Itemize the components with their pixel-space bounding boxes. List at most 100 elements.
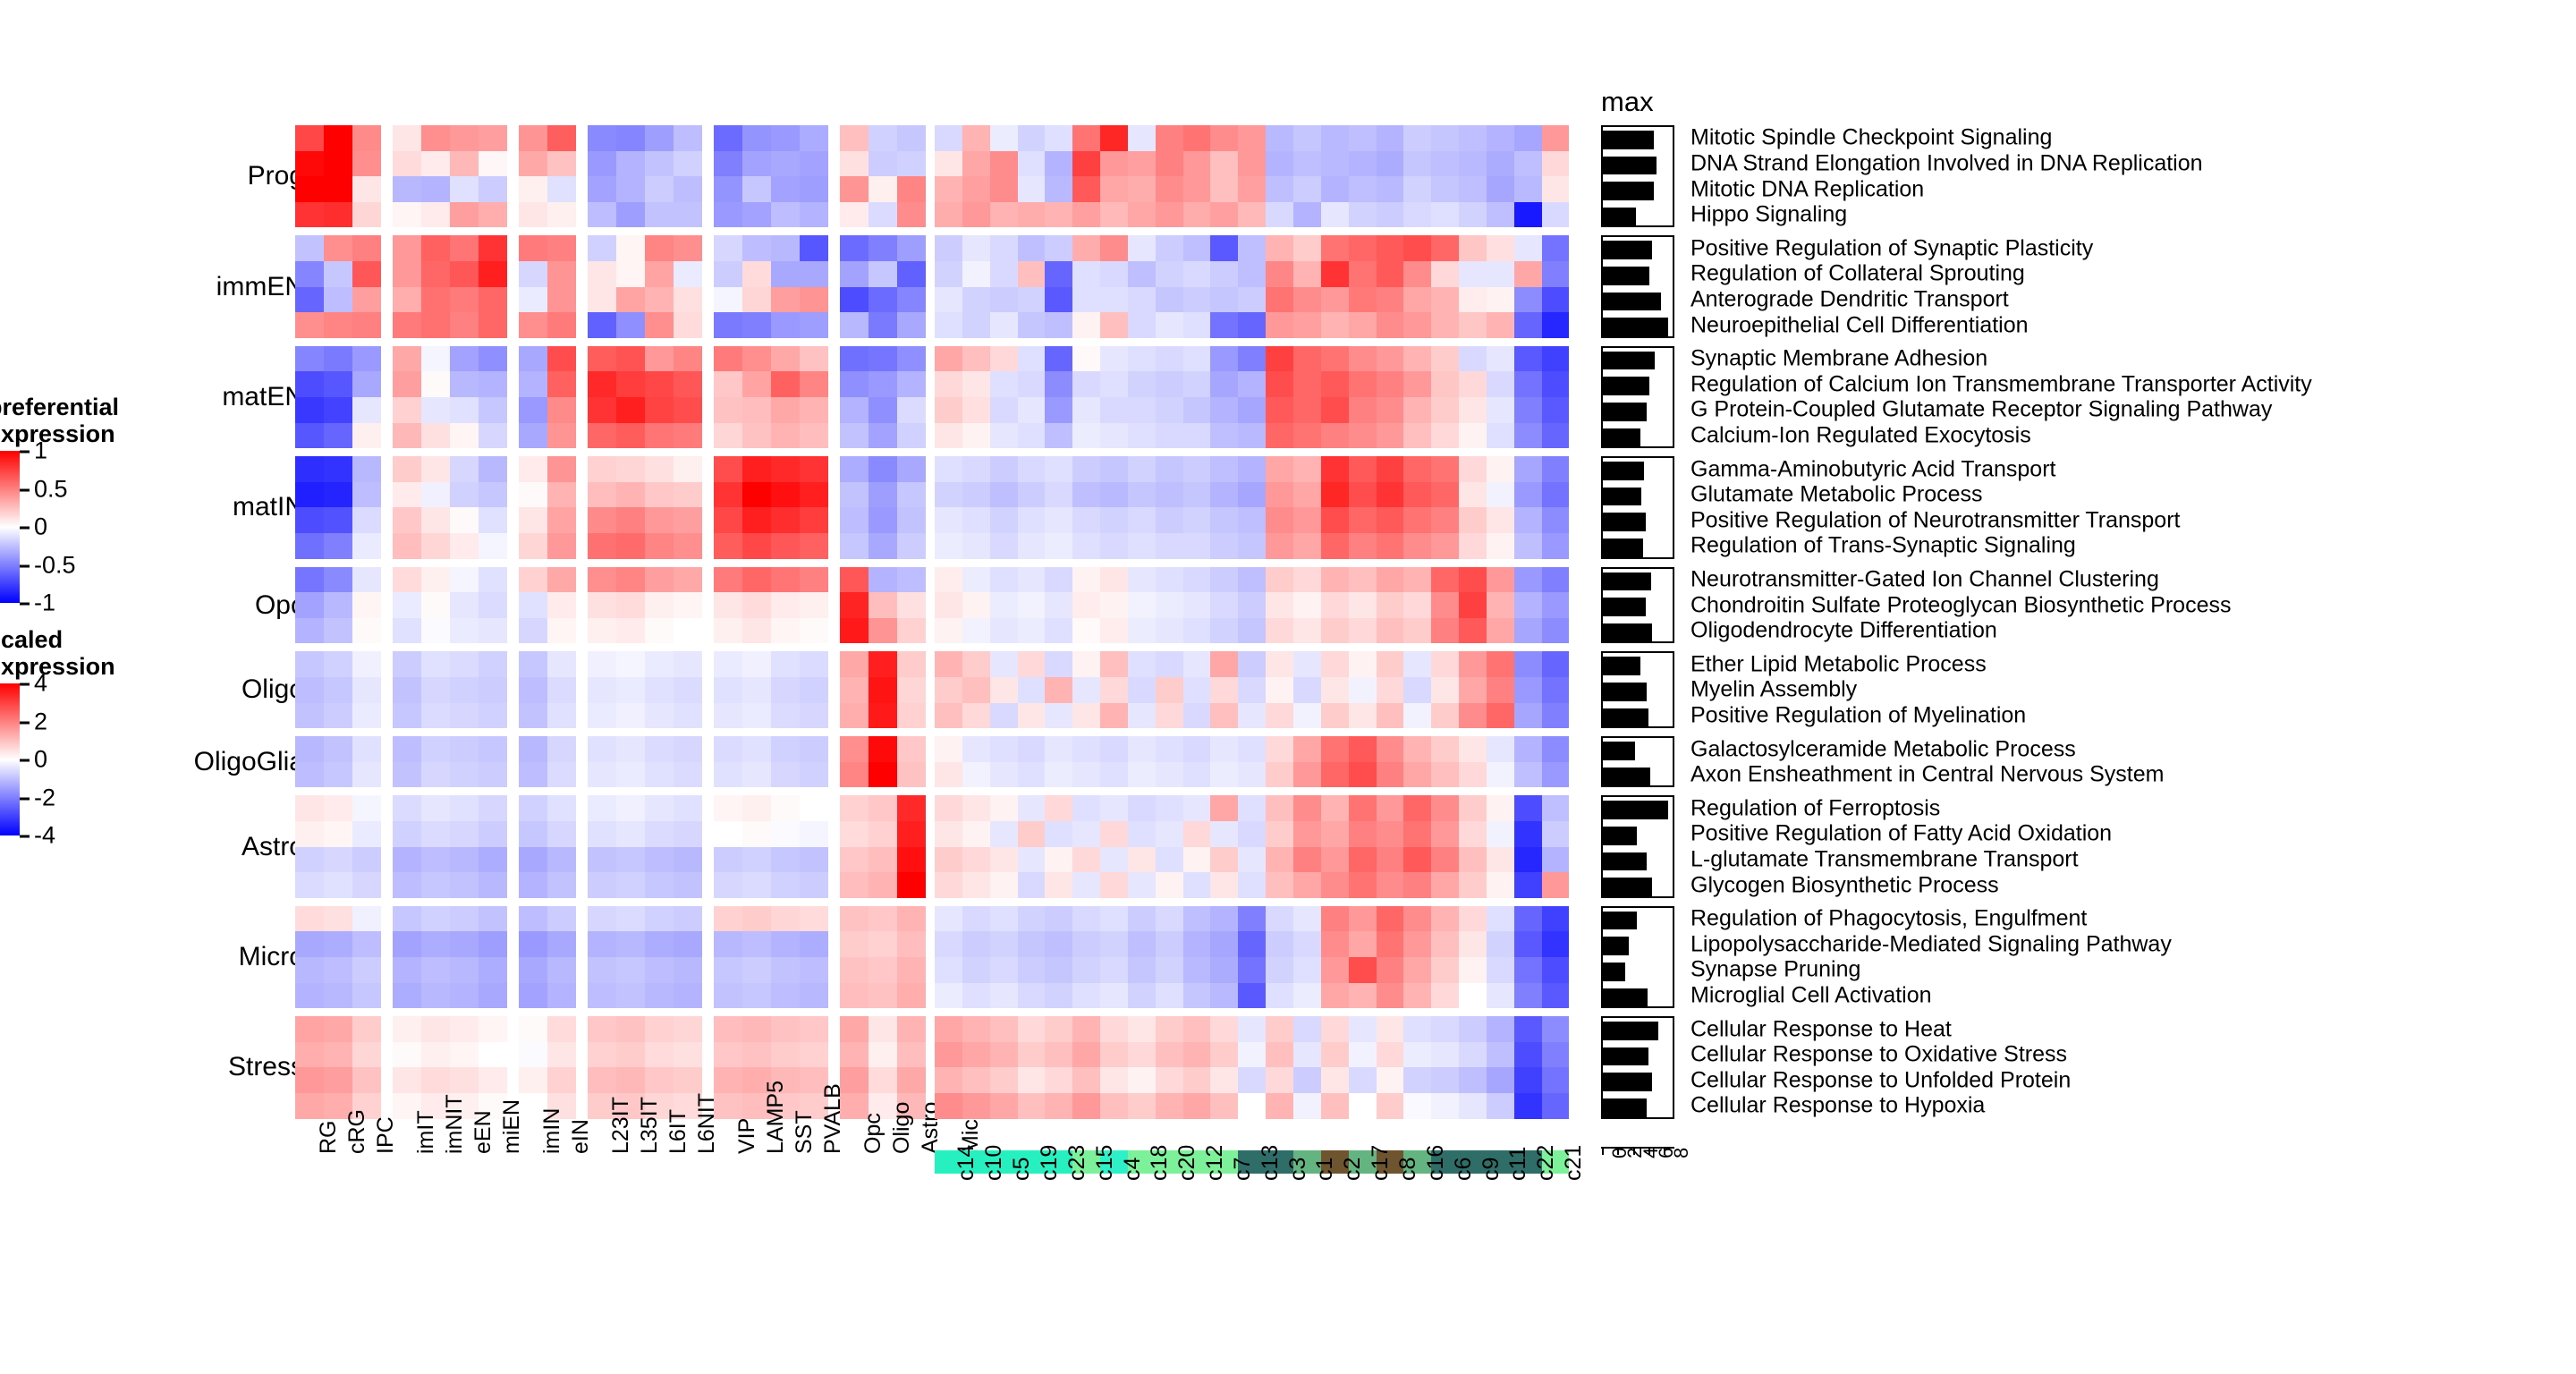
heatmap-cell [1320, 345, 1349, 372]
heatmap-cell [1541, 481, 1570, 508]
heatmap-cell [1100, 533, 1128, 559]
heatmap-cell [1017, 456, 1046, 482]
heatmap-row [935, 176, 1570, 202]
heatmap-column-group [393, 846, 507, 873]
heatmap-cell [935, 957, 962, 983]
legend-preferential-expression: preferential expression 1 0.5 0 -0.5 -1 [0, 394, 119, 615]
max-bar [1603, 513, 1646, 531]
legend-tick-label: -2 [20, 785, 55, 810]
heatmap-column-group [714, 761, 828, 788]
heatmap-cell [1403, 821, 1432, 847]
heatmap-cell [1431, 905, 1460, 932]
go-term-label: Regulation of Phagocytosis, Engulfment [1690, 905, 2088, 931]
heatmap-cell [1045, 1016, 1073, 1042]
heatmap-row [935, 201, 1570, 228]
heatmap-cell [1127, 1093, 1156, 1119]
heatmap-cell [1238, 397, 1267, 423]
heatmap-cell [714, 235, 742, 261]
heatmap-column-group [519, 1067, 576, 1093]
heatmap-cell [1376, 736, 1404, 762]
heatmap-cell [421, 1093, 450, 1119]
heatmap-cell [840, 566, 869, 593]
heatmap-cell [1320, 286, 1349, 313]
heatmap-column-group [840, 176, 926, 202]
heatmap-cell [547, 1016, 576, 1042]
heatmap-cell [1238, 312, 1267, 338]
heatmap-cell [295, 371, 324, 397]
go-term-label: Positive Regulation of Myelination [1690, 702, 2027, 728]
heatmap-cell [1348, 312, 1377, 338]
heatmap-cell [1155, 677, 1183, 703]
heatmap-row [295, 1067, 966, 1093]
max-bar [1603, 911, 1638, 930]
heatmap-cell [1045, 235, 1073, 261]
max-bar [1603, 801, 1668, 819]
row-group-label: matIN [232, 492, 304, 522]
heatmap-cell [352, 176, 381, 202]
heatmap-cell [1210, 651, 1239, 677]
heatmap-cell [1100, 982, 1128, 1009]
heatmap-cell [1100, 201, 1128, 228]
heatmap-column-group [840, 795, 926, 821]
heatmap-cell [1238, 1093, 1267, 1119]
heatmap-column-group [840, 507, 926, 533]
go-term-label: Ether Lipid Metabolic Process [1690, 651, 1987, 677]
heatmap-cell [1320, 533, 1349, 559]
heatmap-cell [588, 761, 616, 788]
heatmap-cell [1320, 651, 1349, 677]
heatmap-cell [1210, 176, 1239, 202]
heatmap-cell [295, 312, 324, 338]
heatmap-cell [588, 1093, 616, 1119]
heatmap-cell [352, 651, 381, 677]
heatmap-cell [645, 846, 674, 873]
heatmap-cell [421, 931, 450, 957]
row-group-label: immEN [216, 271, 304, 301]
heatmap-cell [450, 1016, 479, 1042]
heatmap-cell [674, 795, 702, 821]
heatmap-cell [324, 1041, 352, 1068]
annotation-cell [1017, 1150, 1046, 1174]
heatmap-cell [1100, 736, 1128, 762]
heatmap-cell [674, 456, 702, 482]
heatmap-cell [295, 982, 324, 1009]
heatmap-cell [869, 617, 897, 644]
heatmap-cell [616, 371, 645, 397]
heatmap-cell [1459, 1067, 1487, 1093]
heatmap-cell [989, 1016, 1018, 1042]
heatmap-cell [800, 761, 828, 788]
heatmap-row [295, 677, 966, 703]
heatmap-cell [588, 677, 616, 703]
heatmap-column-group [519, 345, 576, 372]
heatmap-cell [840, 150, 869, 177]
heatmap-row [295, 533, 966, 559]
heatmap-cell [450, 982, 479, 1009]
heatmap-column-group [295, 261, 381, 287]
heatmap-cell [519, 286, 547, 313]
heatmap-cell [674, 566, 702, 593]
heatmap-column-group [393, 533, 507, 559]
heatmap-cell [393, 176, 421, 202]
heatmap-cell [1513, 957, 1542, 983]
heatmap-cell [295, 1093, 324, 1119]
heatmap-cell [616, 201, 645, 228]
heatmap-cell [1182, 702, 1211, 729]
heatmap-cell [869, 761, 897, 788]
heatmap-column-group [393, 677, 507, 703]
row-group-label: Stress [227, 1052, 304, 1082]
heatmap-cell [674, 125, 702, 151]
heatmap-cell [1541, 397, 1570, 423]
heatmap-cell [324, 345, 352, 372]
heatmap-cell [1292, 566, 1321, 593]
heatmap-cell [393, 397, 421, 423]
max-bar [1603, 1073, 1653, 1091]
max-bar [1603, 131, 1655, 149]
heatmap-cell [989, 507, 1018, 533]
heatmap-column-group [714, 872, 828, 898]
heatmap-cell [840, 456, 869, 482]
heatmap-cell [1292, 702, 1321, 729]
heatmap-cell [393, 931, 421, 957]
heatmap-cell [421, 261, 450, 287]
heatmap-column-group [714, 702, 828, 729]
heatmap-cell [324, 846, 352, 873]
heatmap-cell [479, 150, 507, 177]
